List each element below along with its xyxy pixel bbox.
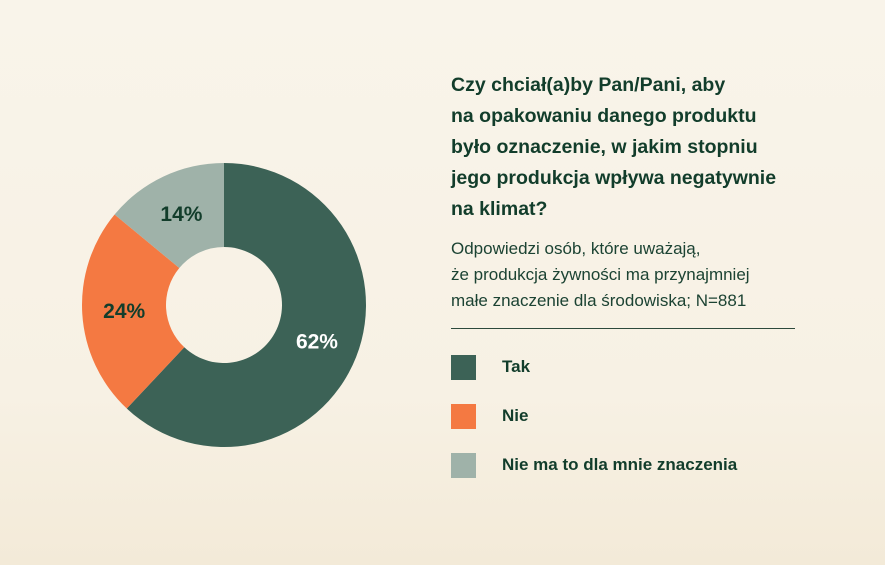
legend-label-bez-znaczenia: Nie ma to dla mnie znaczenia: [502, 455, 738, 474]
donut-slice-tak: [126, 163, 367, 447]
chart-title-line: jego produkcja wpływa negatywnie: [451, 167, 777, 189]
chart-subtitle-line: Odpowiedzi osób, które uważają,: [451, 239, 701, 258]
chart-title-line: Czy chciał(a)by Pan/Pani, aby: [451, 74, 726, 96]
legend-item-bez-znaczenia: Nie ma to dla mnie znaczenia: [451, 452, 796, 478]
chart-title-line: na klimat?: [451, 198, 548, 220]
donut-slice-nie: [81, 214, 185, 409]
chart-title: Czy chciał(a)by Pan/Pani, aby na opakowa…: [451, 70, 796, 225]
chart-info-panel: Czy chciał(a)by Pan/Pani, aby na opakowa…: [451, 70, 796, 501]
slice-label-nie: 24%: [103, 300, 145, 323]
slice-label-tak: 62%: [296, 330, 338, 353]
donut-chart: 62% 24% 14%: [81, 163, 367, 447]
chart-subtitle: Odpowiedzi osób, które uważają, że produ…: [451, 236, 796, 314]
slice-label-bez-znaczenia: 14%: [160, 203, 202, 226]
legend-swatch-tak: [451, 354, 476, 380]
legend-swatch-nie: [451, 403, 476, 429]
legend-swatch-bez-znaczenia: [451, 452, 476, 478]
legend: Tak Nie Nie ma to dla mnie znaczenia: [451, 354, 796, 478]
chart-title-line: na opakowaniu danego produktu: [451, 105, 757, 127]
legend-item-nie: Nie: [451, 403, 796, 429]
chart-title-line: było oznaczenie, w jakim stopniu: [451, 136, 758, 158]
divider: [451, 328, 795, 329]
legend-label-tak: Tak: [502, 357, 531, 376]
donut-slice-bez-znaczenia: [114, 163, 224, 269]
legend-label-nie: Nie: [502, 406, 529, 425]
legend-item-tak: Tak: [451, 354, 796, 380]
chart-subtitle-line: że produkcja żywności ma przynajmniej: [451, 265, 750, 284]
chart-subtitle-line: małe znaczenie dla środowiska; N=881: [451, 291, 747, 310]
